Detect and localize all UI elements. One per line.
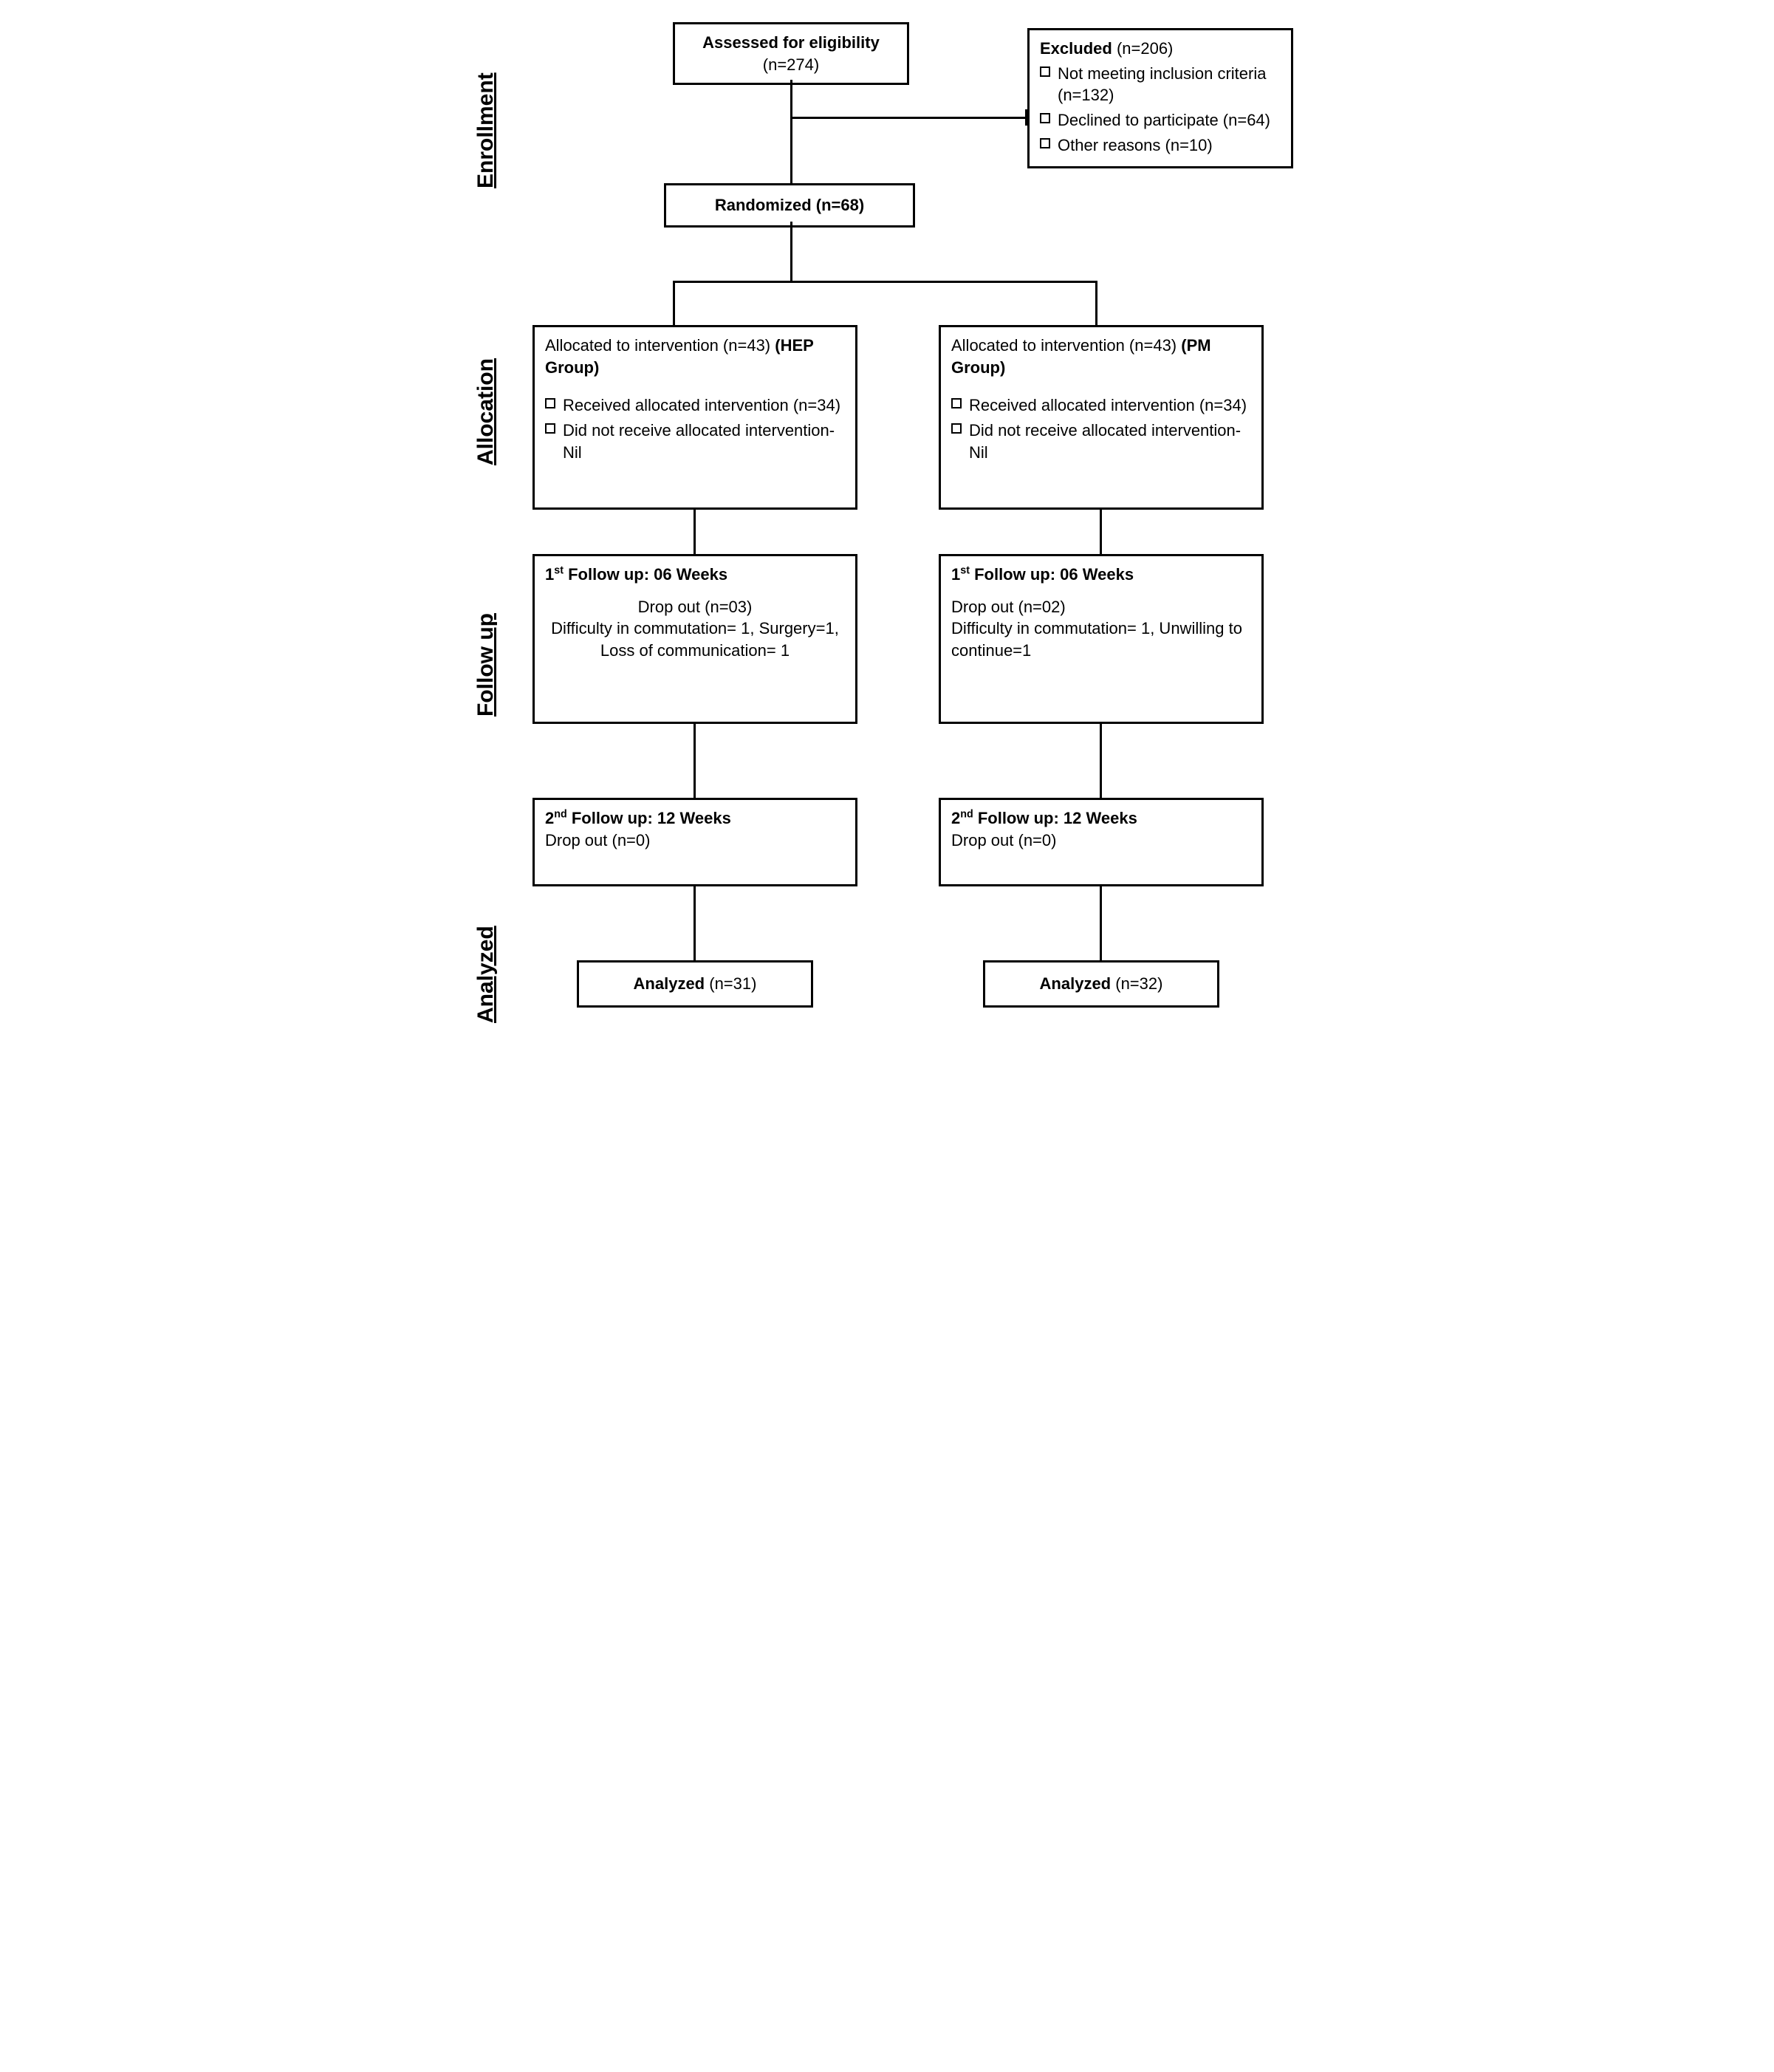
connector: [1025, 109, 1027, 126]
alloc-left-item: Did not receive allocated intervention- …: [563, 420, 845, 463]
excluded-item: Other reasons (n=10): [1058, 134, 1213, 157]
node-fu2-right: 2nd Follow up: 12 Weeks Drop out (n=0): [939, 798, 1264, 886]
node-randomized: Randomized (n=68): [664, 183, 915, 228]
node-assessed: Assessed for eligibility (n=274): [673, 22, 909, 85]
alloc-right-item: Did not receive allocated intervention- …: [969, 420, 1251, 463]
fu1-left-post: Follow up: 06 Weeks: [564, 565, 727, 584]
bullet-icon: [1040, 66, 1050, 77]
excluded-n: (n=206): [1117, 39, 1173, 58]
connector: [673, 281, 1097, 283]
node-analyzed-right: Analyzed (n=32): [983, 960, 1219, 1008]
fu2-left-drop: Drop out (n=0): [545, 830, 845, 852]
bullet-icon: [1040, 138, 1050, 148]
alloc-right-item: Received allocated intervention (n=34): [969, 394, 1247, 417]
connector: [790, 80, 792, 183]
fu2-right-drop: Drop out (n=0): [951, 830, 1251, 852]
fu2-left-pre: 2: [545, 809, 554, 827]
fu1-right-pre: 1: [951, 565, 960, 584]
connector: [1100, 724, 1102, 798]
fu2-right-post: Follow up: 12 Weeks: [973, 809, 1137, 827]
fu1-left-sup: st: [554, 565, 564, 577]
node-analyzed-left: Analyzed (n=31): [577, 960, 813, 1008]
bullet-icon: [951, 398, 962, 408]
fu1-left-line: Difficulty in commutation= 1, Surgery=1,…: [545, 618, 845, 661]
an-right-label: Analyzed: [1040, 974, 1112, 993]
node-fu2-left: 2nd Follow up: 12 Weeks Drop out (n=0): [532, 798, 857, 886]
connector: [693, 724, 696, 798]
fu1-right-post: Follow up: 06 Weeks: [970, 565, 1134, 584]
fu2-right-sup: nd: [960, 809, 973, 821]
alloc-right-pre: Allocated to intervention (n=43): [951, 336, 1181, 355]
connector: [693, 886, 696, 960]
node-alloc-right: Allocated to intervention (n=43) (PM Gro…: [939, 325, 1264, 510]
excluded-item: Not meeting inclusion criteria (n=132): [1058, 63, 1281, 106]
phase-followup: Follow up: [473, 613, 499, 717]
consort-flowchart: Enrollment Allocation Follow up Analyzed…: [459, 22, 1315, 1042]
bullet-icon: [545, 398, 555, 408]
connector: [790, 117, 1027, 119]
bullet-icon: [545, 423, 555, 434]
alloc-left-item: Received allocated intervention (n=34): [563, 394, 840, 417]
connector: [1100, 510, 1102, 554]
connector: [790, 222, 792, 281]
fu2-left-sup: nd: [554, 809, 566, 821]
node-fu1-right: 1st Follow up: 06 Weeks Drop out (n=02) …: [939, 554, 1264, 724]
an-left-n: (n=31): [709, 974, 756, 993]
connector: [673, 281, 675, 325]
excluded-title: Excluded: [1040, 39, 1112, 58]
fu1-left-line: Drop out (n=03): [545, 596, 845, 618]
fu1-right-line: Drop out (n=02): [951, 596, 1251, 618]
phase-enrollment: Enrollment: [473, 72, 499, 188]
connector: [693, 510, 696, 554]
phase-allocation: Allocation: [473, 358, 499, 465]
connector: [1095, 281, 1097, 325]
connector: [1100, 886, 1102, 960]
bullet-icon: [951, 423, 962, 434]
node-fu1-left: 1st Follow up: 06 Weeks Drop out (n=03) …: [532, 554, 857, 724]
bullet-icon: [1040, 113, 1050, 123]
fu1-right-line: Difficulty in commutation= 1, Unwilling …: [951, 618, 1251, 661]
phase-analyzed: Analyzed: [473, 926, 499, 1023]
fu1-right-sup: st: [960, 565, 970, 577]
node-alloc-left: Allocated to intervention (n=43) (HEP Gr…: [532, 325, 857, 510]
node-excluded: Excluded (n=206) Not meeting inclusion c…: [1027, 28, 1293, 168]
excluded-item: Declined to participate (n=64): [1058, 109, 1270, 131]
an-right-n: (n=32): [1115, 974, 1162, 993]
assessed-title: Assessed for eligibility: [685, 32, 897, 54]
fu1-left-pre: 1: [545, 565, 554, 584]
fu2-left-post: Follow up: 12 Weeks: [567, 809, 731, 827]
alloc-left-pre: Allocated to intervention (n=43): [545, 336, 775, 355]
fu2-right-pre: 2: [951, 809, 960, 827]
an-left-label: Analyzed: [634, 974, 705, 993]
assessed-n: (n=274): [685, 54, 897, 76]
randomized-title: Randomized (n=68): [715, 196, 864, 214]
